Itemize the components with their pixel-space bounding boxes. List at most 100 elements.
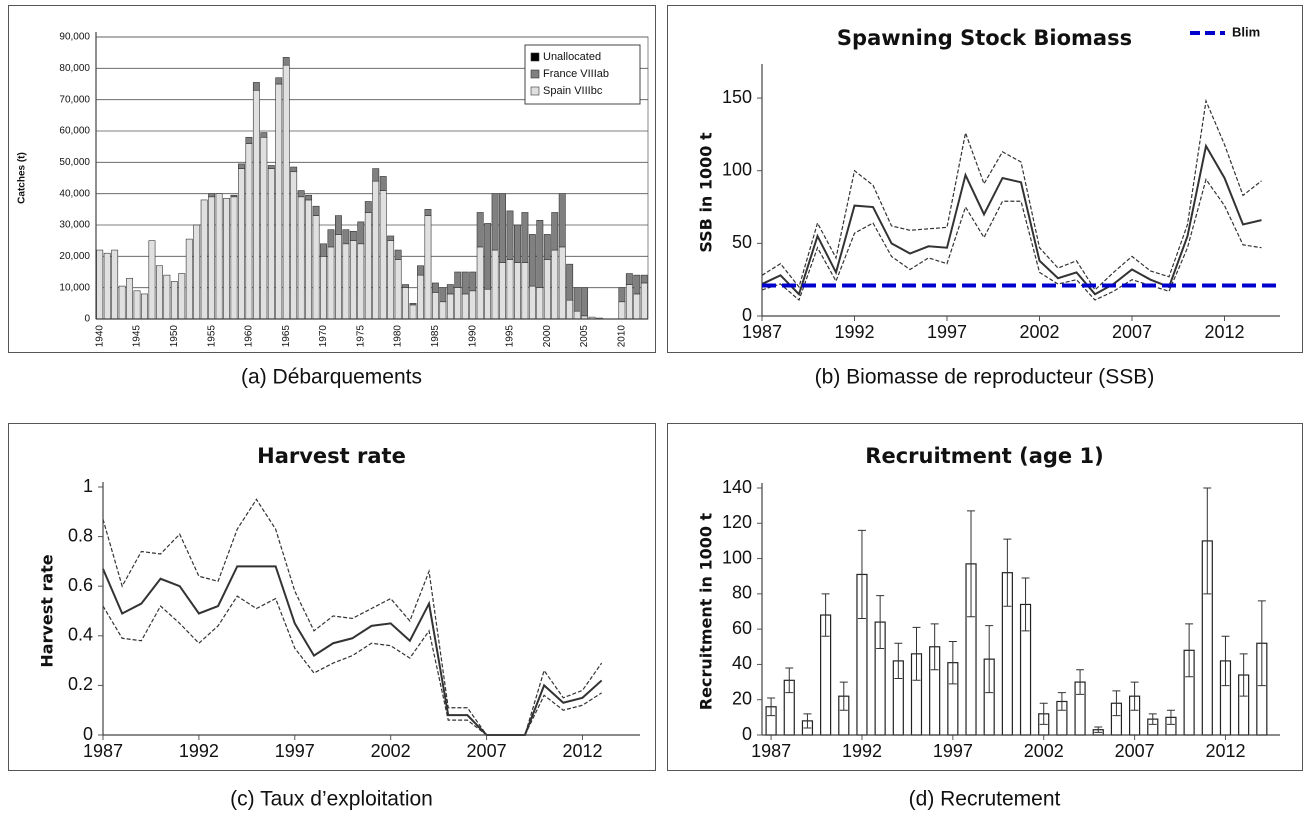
bar-segment: [282, 64, 290, 320]
y-tick-label: 20: [732, 688, 752, 708]
x-tick-label: 2010: [617, 325, 628, 348]
panel-border: [667, 5, 1303, 353]
legend-swatch: [530, 69, 540, 79]
legend-swatch: [530, 52, 540, 62]
y-tick-label: 0: [742, 305, 752, 325]
bar-segment: [625, 273, 633, 285]
bar-segment: [126, 277, 134, 320]
bar-segment: [297, 190, 305, 198]
bar-segment: [290, 166, 298, 173]
bar-segment: [469, 271, 477, 292]
bar-segment: [446, 284, 454, 295]
y-tick-label: 120: [722, 512, 752, 532]
x-tick-label: 1980: [393, 325, 404, 348]
bar-segment: [402, 284, 410, 288]
bar-segment: [357, 243, 365, 320]
caption: (c) Taux d’exploitation: [230, 788, 433, 811]
bar-segment: [551, 249, 559, 320]
chart-title: Recruitment (age 1): [865, 444, 1103, 468]
bar-segment: [506, 259, 514, 320]
bar-segment: [267, 165, 275, 169]
bar-segment: [387, 235, 395, 241]
bar-segment: [491, 193, 499, 251]
x-tick-label: 1950: [169, 325, 180, 348]
y-tick-label: 100: [722, 547, 752, 567]
bar-segment: [446, 293, 454, 320]
bar-segment: [417, 274, 424, 320]
x-tick-label: 1965: [281, 325, 292, 348]
bar-segment: [431, 292, 439, 320]
x-tick-label: 1997: [927, 322, 967, 342]
bar-segment: [334, 234, 342, 320]
bar-segment: [454, 287, 462, 320]
bar-segment: [223, 198, 230, 320]
bar-segment: [141, 293, 148, 320]
y-tick-label: 100: [722, 159, 752, 179]
bar-segment: [320, 243, 327, 257]
legend-label: Unallocated: [543, 51, 601, 63]
x-tick-label: 1997: [275, 741, 315, 761]
y-tick-label: 60: [732, 618, 752, 638]
x-tick-label: 2007: [1115, 741, 1155, 761]
x-tick-label: 2012: [1204, 322, 1244, 342]
x-tick-label: 2012: [1205, 741, 1245, 761]
x-tick-label: 1997: [933, 741, 973, 761]
bar-segment: [200, 199, 208, 320]
bar-segment: [431, 282, 439, 293]
bar-segment: [252, 89, 260, 320]
error-bar: [1166, 709, 1175, 725]
bar-segment: [208, 193, 216, 198]
x-tick-label: 1992: [834, 322, 874, 342]
y-tick-label: 140: [722, 477, 752, 497]
bar-segment: [334, 215, 342, 235]
x-tick-label: 1970: [318, 325, 329, 348]
bar-segment: [260, 132, 268, 138]
x-tick-label: 2002: [1024, 741, 1064, 761]
bar-segment: [245, 136, 253, 144]
bar-segment: [402, 287, 410, 320]
bar-segment: [155, 265, 163, 320]
y-axis-label: Catches (t): [17, 152, 28, 204]
bar-segment: [275, 77, 283, 85]
bar-segment: [566, 263, 574, 301]
bar-segment: [342, 243, 350, 320]
x-tick-label: 1955: [206, 325, 217, 348]
y-axis-label: Harvest rate: [38, 554, 57, 667]
chart-panel: (d) Recrutement Recruitment (age 1) Recrui…: [667, 423, 1303, 811]
bar-segment: [148, 240, 156, 320]
bar-segment: [379, 176, 387, 191]
error-bar: [912, 626, 921, 681]
bar-segment: [424, 209, 432, 216]
bar-segment: [372, 180, 380, 320]
error-bar: [1239, 653, 1248, 697]
error-bar: [839, 681, 848, 711]
bar-segment: [394, 249, 402, 260]
x-tick-label: 1995: [505, 325, 516, 348]
bar-segment: [581, 287, 589, 317]
bar-segment: [521, 262, 529, 320]
bar-segment: [208, 196, 216, 320]
bar-segment: [439, 287, 447, 303]
confidence-line: [761, 98, 1262, 291]
bar-segment: [633, 293, 641, 320]
bar-segment: [506, 210, 514, 260]
x-tick-label: 1975: [355, 325, 366, 348]
error-bar: [785, 667, 794, 694]
bar-segment: [133, 290, 141, 320]
error-bar: [767, 697, 776, 717]
y-tick-label: 0.8: [68, 525, 93, 545]
y-tick-label: 70,000: [59, 94, 90, 105]
x-tick-label: 1987: [83, 741, 123, 761]
y-tick-label: 30,000: [59, 220, 90, 231]
x-tick-label: 1992: [842, 741, 882, 761]
bar-segment: [238, 163, 245, 169]
bar-segment: [491, 249, 499, 320]
legend-label: Blim: [1232, 24, 1260, 39]
bar-segment: [543, 259, 551, 320]
error-bar: [985, 625, 994, 694]
bar-segment: [193, 224, 201, 320]
x-tick-label: 2012: [562, 741, 602, 761]
error-bar: [1076, 669, 1085, 695]
bar-segment: [618, 301, 626, 320]
